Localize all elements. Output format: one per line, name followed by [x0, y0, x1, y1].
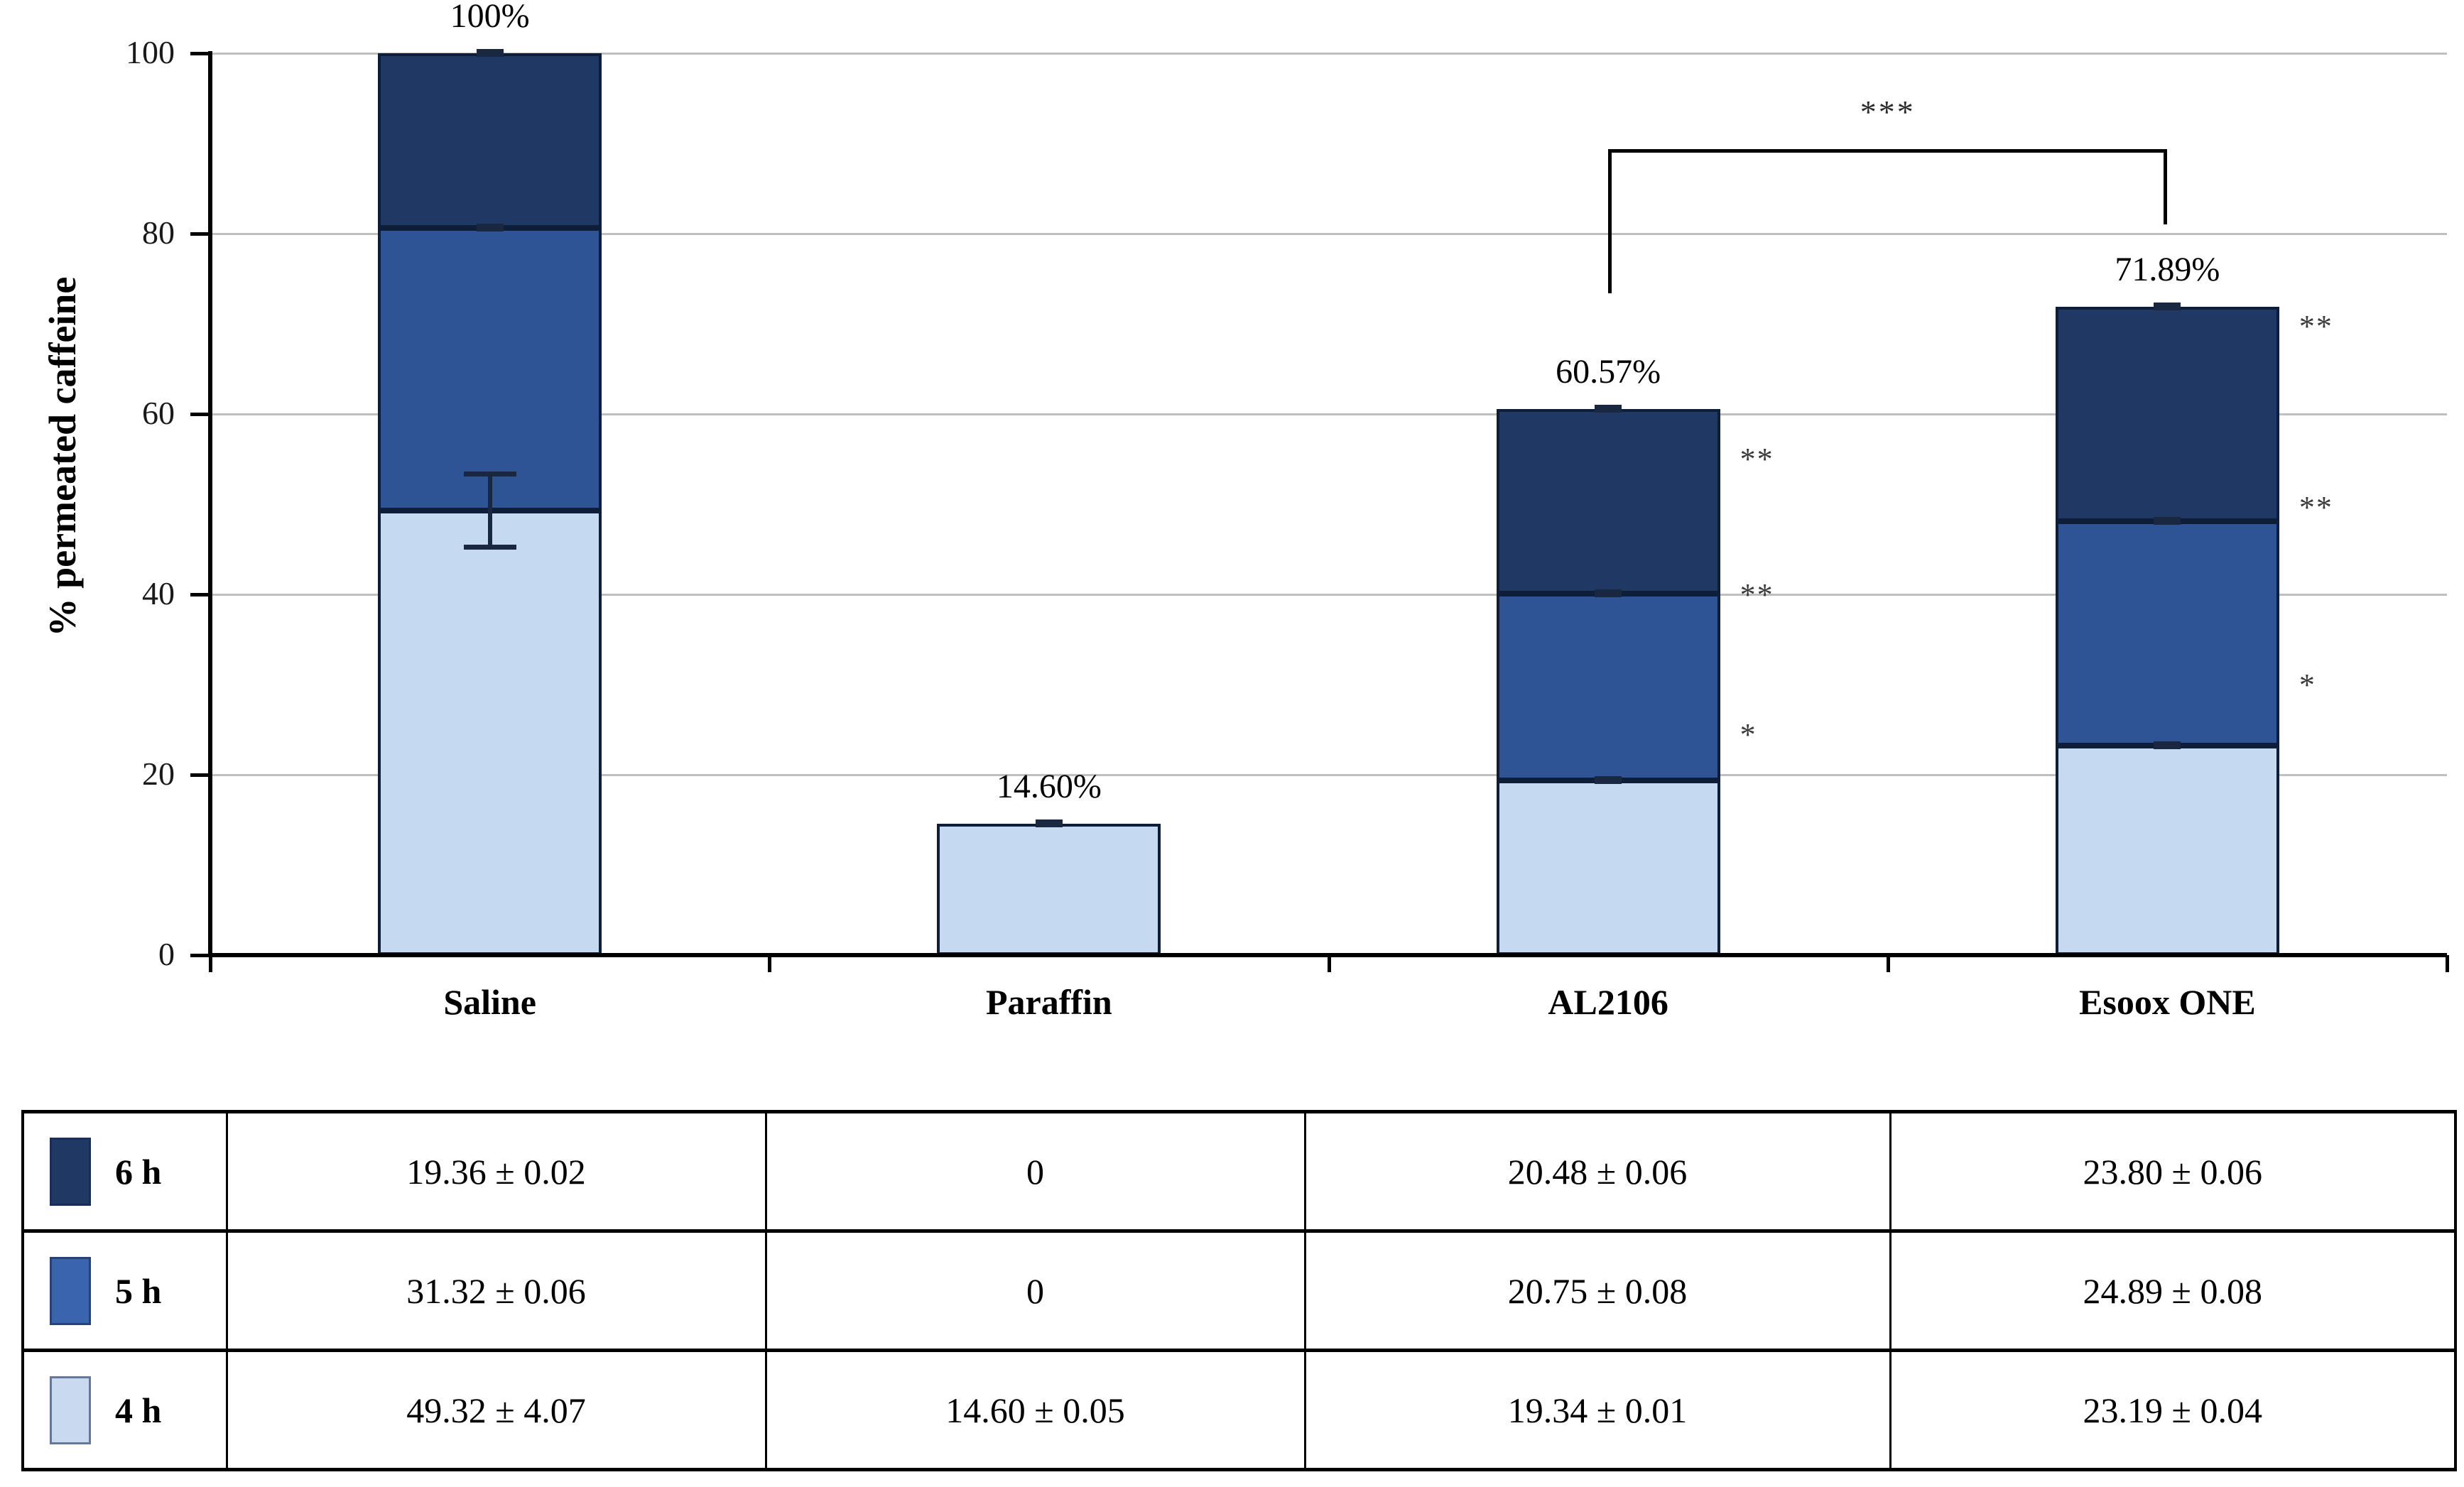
x-axis-label-esoox-one: Esoox ONE — [2079, 982, 2256, 1022]
table-value-cell: 23.19 ± 0.04 — [1889, 1349, 2457, 1471]
x-axis-label-paraffin: Paraffin — [986, 982, 1112, 1022]
error-bar-mark — [2154, 741, 2181, 750]
bar-segment-paraffin-4h — [937, 823, 1161, 955]
table-row-4h: 4 h 49.32 ± 4.07 14.60 ± 0.05 19.34 ± 0.01 2… — [21, 1349, 2457, 1471]
significance-mark-1: ** — [1740, 577, 1774, 613]
table-value-cell: 19.34 ± 0.01 — [1303, 1349, 1892, 1471]
y-tick-label-0: 0 — [158, 936, 175, 972]
legend-swatch-5h — [50, 1256, 91, 1325]
bar-segment-saline-5h — [378, 227, 602, 511]
bar-total-label-al2106: 60.57% — [1556, 352, 1661, 391]
table-value-cell: 19.36 ± 0.02 — [225, 1110, 767, 1233]
table-row-5h: 5 h 31.32 ± 0.06 0 20.75 ± 0.08 24.89 ± 0.08 — [21, 1229, 2457, 1352]
legend-label: 4 h — [115, 1390, 162, 1430]
data-table-container: 6 h 19.36 ± 0.02 0 20.48 ± 0.06 23.80 ± 0.06… — [21, 1110, 2457, 1471]
significance-mark-0: ** — [2299, 308, 2333, 344]
significance-bracket-right-leg — [2164, 148, 2168, 225]
x-axis-label-al2106: AL2106 — [1548, 982, 1668, 1022]
error-bar-mark — [2154, 517, 2181, 525]
legend-label: 5 h — [115, 1270, 162, 1311]
y-axis-title: % permeated caffeine — [41, 276, 84, 637]
error-bar-mark — [1595, 589, 1622, 597]
error-bar-mark — [2154, 303, 2181, 311]
significance-mark-1: ** — [2299, 490, 2333, 525]
legend-cell-5h: 5 h — [21, 1229, 228, 1352]
gridline-y20 — [210, 774, 2447, 776]
significance-bracket-stars: *** — [1860, 93, 1916, 130]
values-table: 6 h 19.36 ± 0.02 0 20.48 ± 0.06 23.80 ± 0.06… — [21, 1110, 2457, 1471]
table-value-cell: 14.60 ± 0.05 — [764, 1349, 1306, 1471]
bar-total-label-esoox-one: 71.89% — [2115, 251, 2220, 289]
table-row-6h: 6 h 19.36 ± 0.02 0 20.48 ± 0.06 23.80 ± 0.06 — [21, 1110, 2457, 1233]
bar-segment-saline-6h — [378, 53, 602, 228]
error-bar-cap-bottom — [463, 545, 516, 550]
error-bar-cap-top — [463, 471, 516, 476]
y-tick-label-40: 40 — [142, 575, 175, 611]
x-tick-1 — [768, 955, 772, 972]
significance-mark-2: * — [2299, 668, 2316, 703]
y-tick-label-20: 20 — [142, 756, 175, 792]
error-bar-mark — [1595, 404, 1622, 413]
error-bar-mark — [476, 49, 504, 57]
y-tick-0 — [190, 954, 210, 957]
table-value-cell: 20.48 ± 0.06 — [1303, 1110, 1892, 1233]
y-tick-60 — [190, 413, 210, 416]
gridline-y80 — [210, 233, 2447, 235]
error-bar-mark — [1035, 819, 1063, 827]
table-value-cell: 49.32 ± 4.07 — [225, 1349, 767, 1471]
table-value-cell: 31.32 ± 0.06 — [225, 1229, 767, 1352]
legend-swatch-4h — [50, 1376, 91, 1444]
bar-segment-al2106-4h — [1496, 780, 1720, 955]
bar-segment-esoox-one-4h — [2055, 746, 2279, 955]
bar-total-label-saline: 100% — [450, 0, 530, 35]
bar-segment-esoox-one-6h — [2055, 307, 2279, 522]
table-value-cell: 20.75 ± 0.08 — [1303, 1229, 1892, 1352]
y-tick-label-80: 80 — [142, 214, 175, 251]
y-tick-label-100: 100 — [126, 34, 175, 70]
error-bar-mark — [1595, 776, 1622, 785]
bar-total-label-paraffin: 14.60% — [996, 767, 1102, 805]
legend-label: 6 h — [115, 1151, 162, 1192]
table-value-cell: 23.80 ± 0.06 — [1889, 1110, 2457, 1233]
bar-segment-al2106-5h — [1496, 593, 1720, 781]
gridline-y100 — [210, 53, 2447, 55]
legend-cell-6h: 6 h — [21, 1110, 228, 1233]
gridline-y40 — [210, 594, 2447, 596]
y-tick-80 — [190, 232, 210, 236]
bar-segment-al2106-6h — [1496, 408, 1720, 594]
y-tick-100 — [190, 52, 210, 55]
significance-mark-0: ** — [1740, 441, 1774, 476]
legend-cell-4h: 4 h — [21, 1349, 228, 1471]
bar-segment-esoox-one-5h — [2055, 521, 2279, 746]
x-tick-4 — [2446, 955, 2449, 972]
y-tick-20 — [190, 773, 210, 777]
significance-bracket-left-leg — [1608, 148, 1612, 293]
table-value-cell: 0 — [764, 1110, 1306, 1233]
table-value-cell: 24.89 ± 0.08 — [1889, 1229, 2457, 1352]
gridline-y60 — [210, 413, 2447, 415]
significance-mark-2: * — [1740, 717, 1757, 753]
x-tick-0 — [209, 955, 212, 972]
bar-segment-saline-4h — [378, 510, 602, 955]
y-tick-40 — [190, 593, 210, 597]
error-bar-stem — [487, 473, 492, 548]
legend-swatch-6h — [50, 1137, 91, 1206]
significance-bracket-bar — [1608, 148, 2168, 153]
table-value-cell: 0 — [764, 1229, 1306, 1352]
y-tick-label-60: 60 — [142, 395, 175, 431]
x-tick-2 — [1327, 955, 1331, 972]
x-axis-label-saline: Saline — [443, 982, 536, 1022]
error-bar-mark — [476, 223, 504, 232]
x-tick-3 — [1886, 955, 1890, 972]
y-axis-line — [208, 51, 212, 957]
